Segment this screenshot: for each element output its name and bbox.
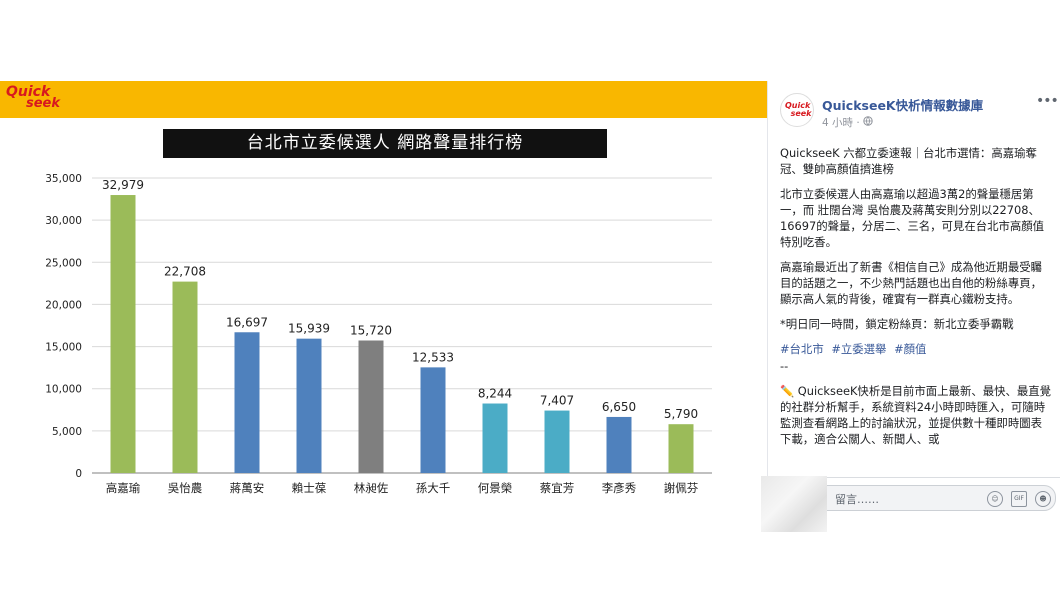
brand-banner: Quick seek xyxy=(0,81,767,118)
data-label: 7,407 xyxy=(540,394,574,408)
data-label: 5,790 xyxy=(664,407,698,421)
bar xyxy=(110,195,136,473)
blurred-overlay xyxy=(761,476,827,532)
logo-line-2: seek xyxy=(26,96,61,111)
post-paragraph: 北市立委候選人由高嘉瑜以超過3萬2的聲量穩居第一，而 壯闊台灣 吳怡農及蔣萬安則… xyxy=(780,187,1045,249)
facebook-post-panel: Quick seek QuickseeK快析情報數據庫 4 小時 · ••• Q… xyxy=(768,81,1060,530)
data-label: 6,650 xyxy=(602,400,636,414)
y-tick-label: 20,000 xyxy=(45,299,82,311)
sticker-icon[interactable]: ☻ xyxy=(1035,491,1051,507)
data-label: 12,533 xyxy=(412,350,454,364)
hashtag-link[interactable]: #立委選舉 xyxy=(831,342,887,356)
y-tick-label: 35,000 xyxy=(45,173,82,185)
data-label: 15,939 xyxy=(288,322,330,336)
bar xyxy=(234,332,260,473)
bar xyxy=(420,367,446,473)
globe-icon xyxy=(863,116,873,129)
hashtag-link[interactable]: #顏值 xyxy=(894,342,927,356)
post-meta: 4 小時 · xyxy=(822,115,873,130)
bar xyxy=(668,424,694,473)
y-tick-label: 5,000 xyxy=(52,426,82,438)
post-paragraph: 高嘉瑜最近出了新書《相信自己》成為他近期最受矚目的話題之一，不少熱門話題也出自他… xyxy=(780,260,1042,306)
comment-input[interactable]: 留言…… ☺ GIF ☻ xyxy=(814,485,1056,511)
more-options-icon[interactable]: ••• xyxy=(1036,93,1059,109)
hashtag-link[interactable]: #台北市 xyxy=(780,342,824,356)
chart-image: Quick seek 台北市立委候選人 網路聲量排行榜 0 5,000 10,000… xyxy=(0,81,768,530)
x-tick-label: 孫大千 xyxy=(416,481,451,495)
x-tick-label: 林昶佐 xyxy=(354,481,389,495)
hashtags: #台北市 #立委選舉 #顏值 xyxy=(780,341,1052,357)
logo-line-1: Quick xyxy=(6,84,51,100)
promo-paragraph: ✏️ QuickseeK快析是目前市面上最新、最快、最直覺的社群分析幫手，系統資… xyxy=(780,384,1052,446)
post-body: QuickseeK 六都立委速報｜台北市選情：高嘉瑜奪冠、雙帥高顏值擠進榜 北市… xyxy=(780,145,1052,456)
x-tick-label: 吳怡農 xyxy=(168,481,203,495)
data-label: 32,979 xyxy=(102,178,144,192)
y-tick-label: 10,000 xyxy=(45,384,82,396)
comment-placeholder: 留言…… xyxy=(835,493,879,506)
gif-icon[interactable]: GIF xyxy=(1011,491,1027,507)
x-tick-label: 謝佩芬 xyxy=(664,481,699,495)
emoji-icon[interactable]: ☺ xyxy=(987,491,1003,507)
page-avatar[interactable]: Quick seek xyxy=(780,93,814,127)
separator-text: -- xyxy=(780,359,789,373)
dot-separator: · xyxy=(856,117,864,129)
data-label: 22,708 xyxy=(164,265,206,279)
bar xyxy=(482,403,508,473)
data-label: 8,244 xyxy=(478,387,512,401)
y-tick-label: 15,000 xyxy=(45,342,82,354)
data-label: 16,697 xyxy=(226,315,268,329)
data-label: 15,720 xyxy=(350,324,392,338)
bar xyxy=(296,338,322,473)
y-tick-label: 0 xyxy=(75,468,82,480)
page-name-link[interactable]: QuickseeK快析情報數據庫 xyxy=(822,98,984,113)
x-tick-label: 何景榮 xyxy=(478,481,513,495)
x-tick-label: 蔡宜芳 xyxy=(540,481,575,495)
x-tick-label: 高嘉瑜 xyxy=(106,481,141,495)
bar xyxy=(358,340,384,473)
bar xyxy=(544,410,570,473)
post-paragraph: QuickseeK 六都立委速報｜台北市選情：高嘉瑜奪冠、雙帥高顏值擠進榜 xyxy=(780,146,1037,176)
avatar-logo-text: Quick seek xyxy=(785,101,812,118)
x-tick-label: 賴士葆 xyxy=(292,481,327,495)
bar-chart: 0 5,000 10,000 15,000 20,000 25,000 30,000 35,0… xyxy=(45,173,712,495)
comment-bar: 留言…… ☺ GIF ☻ xyxy=(798,477,1060,516)
x-tick-label: 蔣萬安 xyxy=(230,481,265,495)
post-time[interactable]: 4 小時 xyxy=(822,117,854,129)
post-paragraph: *明日同一時間，鎖定粉絲頁：新北立委爭霸戰 xyxy=(780,317,1014,331)
bar xyxy=(606,416,632,473)
bar xyxy=(172,281,198,473)
y-tick-label: 25,000 xyxy=(45,257,82,269)
quickseek-logo: Quick seek xyxy=(6,84,61,111)
x-tick-label: 李彥秀 xyxy=(602,481,637,495)
chart-title: 台北市立委候選人 網路聲量排行榜 xyxy=(163,129,607,158)
y-tick-label: 30,000 xyxy=(45,215,82,227)
